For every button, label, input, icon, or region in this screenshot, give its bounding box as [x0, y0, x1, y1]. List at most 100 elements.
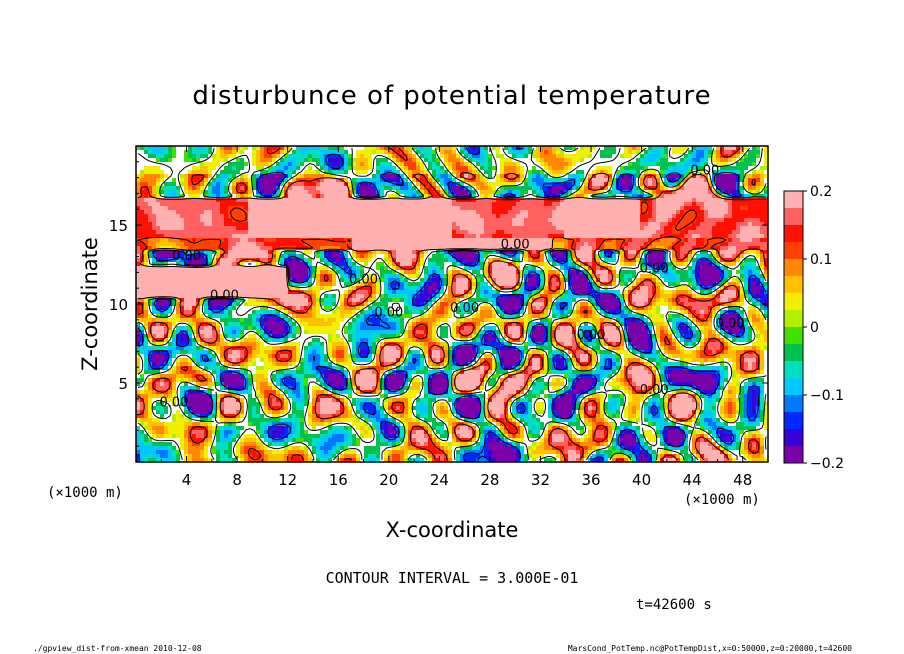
heatmap-cell	[224, 190, 229, 195]
heatmap-cell	[480, 230, 485, 235]
heatmap-cell	[148, 238, 153, 243]
heatmap-cell	[260, 182, 265, 187]
heatmap-cell	[424, 234, 429, 239]
heatmap-cell	[732, 186, 737, 191]
heatmap-cell	[388, 230, 393, 235]
heatmap-cell	[144, 230, 149, 235]
heatmap-cell	[196, 234, 201, 239]
heatmap-cell	[648, 178, 653, 183]
heatmap-cell	[524, 174, 529, 179]
heatmap-cell	[176, 250, 181, 255]
heatmap-cell	[456, 198, 461, 203]
heatmap-cell	[728, 174, 733, 179]
heatmap-cell	[564, 202, 569, 207]
heatmap-cell	[732, 230, 737, 235]
heatmap-cell	[372, 254, 377, 259]
heatmap-cell	[604, 166, 609, 171]
heatmap-cell	[508, 226, 513, 231]
heatmap-cell	[224, 258, 229, 263]
heatmap-cell	[348, 178, 353, 183]
heatmap-cell	[744, 186, 749, 191]
heatmap-cell	[212, 166, 217, 171]
heatmap-cell	[520, 174, 525, 179]
heatmap-cell	[376, 234, 381, 239]
heatmap-cell	[548, 226, 553, 231]
heatmap-cell	[176, 258, 181, 263]
heatmap-cell	[176, 222, 181, 227]
heatmap-cell	[328, 254, 333, 259]
heatmap-cell	[628, 230, 633, 235]
heatmap-cell	[536, 146, 541, 151]
heatmap-cell	[528, 218, 533, 223]
heatmap-cell	[428, 242, 433, 247]
heatmap-cell	[676, 162, 681, 167]
heatmap-cell	[400, 242, 405, 247]
heatmap-cell	[452, 178, 457, 183]
heatmap-cell	[204, 146, 209, 151]
heatmap-cell	[348, 230, 353, 235]
heatmap-cell	[544, 262, 549, 267]
heatmap-cell	[388, 190, 393, 195]
heatmap-cell	[472, 226, 477, 231]
heatmap-cell	[156, 226, 161, 231]
heatmap-cell	[192, 270, 197, 275]
heatmap-cell	[224, 246, 229, 251]
heatmap-cell	[156, 254, 161, 259]
heatmap-cell	[708, 250, 713, 255]
heatmap-cell	[268, 166, 273, 171]
heatmap-cell	[724, 194, 729, 199]
heatmap-cell	[396, 266, 401, 271]
heatmap-cell	[748, 174, 753, 179]
heatmap-cell	[496, 202, 501, 207]
heatmap-cell	[588, 266, 593, 271]
heatmap-cell	[380, 246, 385, 251]
heatmap-cell	[396, 158, 401, 163]
heatmap-cell	[616, 226, 621, 231]
heatmap-cell	[352, 242, 357, 247]
heatmap-cell	[204, 174, 209, 179]
heatmap-cell	[364, 158, 369, 163]
heatmap-cell	[608, 154, 613, 159]
heatmap-cell	[352, 270, 357, 275]
heatmap-cell	[612, 226, 617, 231]
heatmap-cell	[348, 242, 353, 247]
heatmap-cell	[316, 258, 321, 263]
heatmap-cell	[220, 230, 225, 235]
heatmap-cell	[180, 174, 185, 179]
heatmap-cell	[256, 226, 261, 231]
heatmap-cell	[604, 218, 609, 223]
heatmap-cell	[688, 214, 693, 219]
heatmap-cell	[624, 246, 629, 251]
heatmap-cell	[580, 226, 585, 231]
heatmap-cell	[528, 170, 533, 175]
heatmap-cell	[436, 146, 441, 151]
heatmap-cell	[656, 162, 661, 167]
heatmap-cell	[520, 238, 525, 243]
heatmap-cell	[532, 178, 537, 183]
heatmap-cell	[200, 226, 205, 231]
heatmap-cell	[540, 158, 545, 163]
heatmap-cell	[152, 154, 157, 159]
heatmap-cell	[276, 230, 281, 235]
heatmap-cell	[664, 210, 669, 215]
heatmap-cell	[568, 226, 573, 231]
heatmap-cell	[752, 186, 757, 191]
heatmap-cell	[572, 226, 577, 231]
heatmap-cell	[588, 238, 593, 243]
heatmap-cell	[568, 262, 573, 267]
heatmap-cell	[568, 206, 573, 211]
heatmap-cell	[228, 198, 233, 203]
heatmap-cell	[296, 234, 301, 239]
heatmap-cell	[460, 210, 465, 215]
heatmap-cell	[344, 154, 349, 159]
heatmap-cell	[560, 242, 565, 247]
heatmap-cell	[440, 198, 445, 203]
heatmap-cell	[652, 150, 657, 155]
heatmap-cell	[184, 250, 189, 255]
heatmap-cell	[620, 214, 625, 219]
heatmap-cell	[476, 174, 481, 179]
heatmap-cell	[216, 182, 221, 187]
heatmap-cell	[184, 162, 189, 167]
heatmap-cell	[724, 266, 729, 271]
heatmap-cell	[484, 258, 489, 263]
